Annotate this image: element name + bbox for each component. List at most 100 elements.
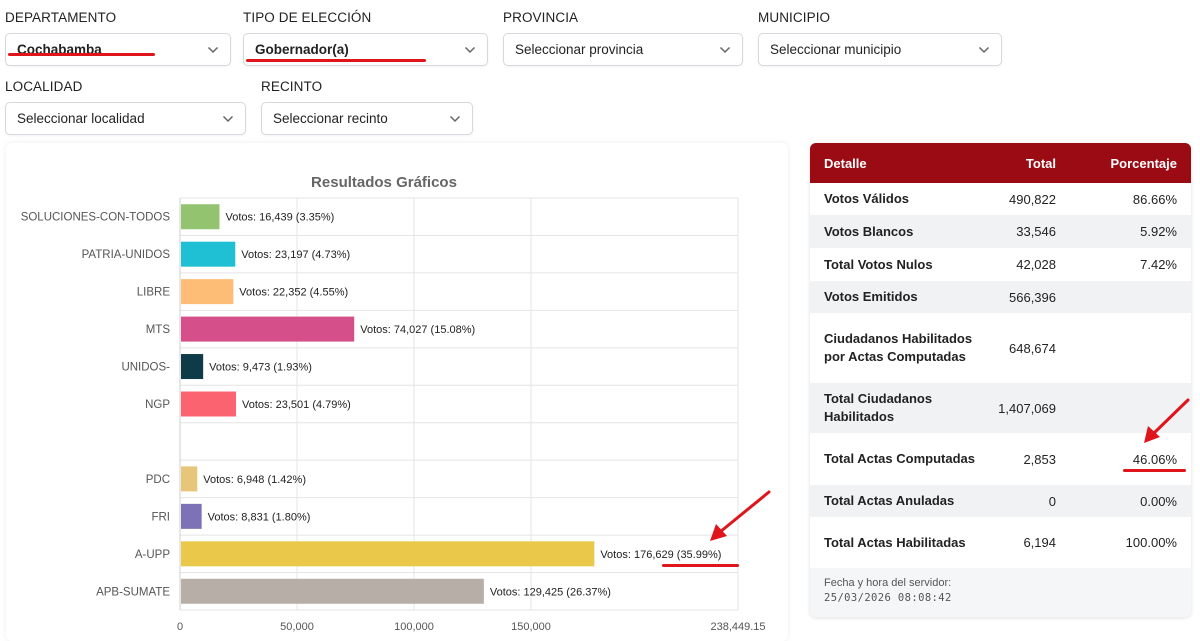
departamento-label: DEPARTAMENTO	[5, 10, 117, 25]
localidad-value: Seleccionar localidad	[17, 111, 145, 126]
server-time-block: Fecha y hora del servidor: 25/03/2026 08…	[824, 576, 952, 606]
row-detalle: Total Votos Nulos	[824, 256, 933, 272]
data-label: Votos: 129,425 (26.37%)	[490, 586, 611, 598]
results-table: Detalle Total Porcentaje Votos Válidos 4…	[810, 143, 1191, 568]
departamento-value: Cochabamba	[17, 42, 102, 57]
row-porcentaje: 7.42%	[1140, 257, 1177, 272]
bar	[181, 578, 484, 604]
departamento-select[interactable]: Cochabamba	[5, 33, 231, 66]
row-total: 0	[1048, 493, 1056, 509]
table-row: Votos Blancos 33,546 5.92%	[810, 215, 1191, 248]
row-total: 490,822	[1009, 191, 1056, 207]
y-tick-label: MTS	[146, 324, 171, 336]
data-label: Votos: 22,352 (4.55%)	[239, 287, 348, 299]
bar	[181, 391, 236, 417]
bar	[181, 354, 204, 380]
table-header-row: Detalle Total Porcentaje	[810, 143, 1191, 183]
data-label: Votos: 74,027 (15.08%)	[360, 324, 475, 336]
row-total: 566,396	[1009, 289, 1056, 305]
y-tick-label: UNIDOS-	[121, 362, 170, 374]
header-total: Total	[1025, 155, 1056, 171]
provincia-value: Seleccionar provincia	[515, 42, 644, 57]
chevron-down-icon	[449, 115, 461, 123]
results-table-card: Detalle Total Porcentaje Votos Válidos 4…	[810, 143, 1191, 617]
row-porcentaje: 86.66%	[1132, 191, 1177, 207]
row-porcentaje	[1070, 281, 1191, 313]
data-label: Votos: 23,501 (4.79%)	[242, 399, 351, 411]
localidad-label: LOCALIDAD	[5, 79, 83, 94]
recinto-label: RECINTO	[261, 79, 323, 94]
recinto-filter: RECINTO Seleccionar recinto	[261, 78, 473, 135]
chevron-down-icon	[222, 115, 234, 123]
chevron-down-icon	[978, 46, 990, 54]
row-total: 6,194	[1023, 535, 1056, 550]
x-tick-label: 150,000	[511, 621, 551, 633]
chevron-down-icon	[719, 46, 731, 54]
chevron-down-icon	[207, 46, 219, 54]
table-row: Votos Válidos 490,822 86.66%	[810, 183, 1191, 215]
localidad-filter: LOCALIDAD Seleccionar localidad	[5, 78, 246, 135]
y-tick-label: APB-SUMATE	[96, 586, 170, 598]
y-tick-label: FRI	[151, 511, 170, 523]
x-tick-label: 0	[177, 621, 183, 633]
municipio-filter: MUNICIPIO Seleccionar municipio	[758, 9, 1002, 66]
row-detalle: Ciudadanos Habilitados por Actas Computa…	[824, 331, 973, 364]
row-total: 33,546	[1016, 224, 1056, 239]
table-row: Ciudadanos Habilitados por Actas Computa…	[810, 313, 1191, 383]
row-detalle: Votos Válidos	[824, 191, 909, 206]
municipio-select[interactable]: Seleccionar municipio	[758, 33, 1002, 66]
row-total: 1,407,069	[998, 400, 1056, 416]
provincia-label: PROVINCIA	[503, 10, 579, 25]
bar	[181, 503, 202, 529]
tipo-eleccion-filter: TIPO DE ELECCIÓN Gobernador(a)	[243, 9, 488, 66]
bar	[181, 541, 595, 567]
row-porcentaje: 46.06%	[1132, 451, 1177, 467]
annotation-underline	[246, 59, 426, 62]
annotation-underline	[8, 53, 155, 56]
row-total: 648,674	[1009, 340, 1056, 356]
localidad-select[interactable]: Seleccionar localidad	[5, 102, 246, 135]
row-detalle: Votos Emitidos	[824, 289, 918, 304]
x-tick-label: 50,000	[280, 621, 314, 633]
bar	[181, 316, 355, 342]
server-time-value: 25/03/2026 08:08:42	[824, 592, 952, 604]
row-porcentaje: 100.00%	[1125, 535, 1177, 550]
municipio-label: MUNICIPIO	[758, 10, 831, 25]
tipo-eleccion-value: Gobernador(a)	[255, 42, 349, 57]
bar	[181, 241, 236, 267]
data-label: Votos: 6,948 (1.42%)	[203, 474, 306, 486]
data-label: Votos: 176,629 (35.99%)	[600, 549, 721, 561]
provincia-filter: PROVINCIA Seleccionar provincia	[503, 9, 743, 66]
row-detalle: Total Ciudadanos Habilitados	[824, 391, 933, 424]
server-time-label: Fecha y hora del servidor:	[824, 577, 952, 589]
row-detalle: Total Actas Computadas	[824, 451, 975, 466]
x-tick-label: 100,000	[394, 621, 434, 633]
bar	[181, 204, 220, 230]
bar	[181, 466, 198, 492]
row-total: 42,028	[1016, 257, 1056, 272]
y-tick-label: PDC	[146, 474, 170, 486]
data-label: Votos: 16,439 (3.35%)	[225, 212, 334, 224]
municipio-value: Seleccionar municipio	[770, 42, 902, 57]
tipo-eleccion-label: TIPO DE ELECCIÓN	[243, 10, 372, 25]
row-detalle: Votos Blancos	[824, 223, 914, 239]
departamento-filter: DEPARTAMENTO Cochabamba	[5, 9, 231, 66]
recinto-value: Seleccionar recinto	[273, 111, 388, 126]
table-row: Total Actas Anuladas 0 0.00%	[810, 485, 1191, 517]
header-detalle: Detalle	[824, 155, 867, 171]
table-row: Total Ciudadanos Habilitados 1,407,069	[810, 383, 1191, 433]
results-bar-chart: Resultados Gráficos 0 50,000 100,000 150,000…	[21, 174, 766, 633]
row-porcentaje	[1070, 313, 1191, 383]
chevron-down-icon	[464, 46, 476, 54]
provincia-select[interactable]: Seleccionar provincia	[503, 33, 743, 66]
table-row: Total Actas Habilitadas 6,194 100.00%	[810, 517, 1191, 568]
y-tick-label: NGP	[145, 399, 170, 411]
data-label: Votos: 23,197 (4.73%)	[241, 249, 350, 261]
header-porcentaje: Porcentaje	[1110, 155, 1177, 171]
data-label: Votos: 8,831 (1.80%)	[208, 511, 311, 523]
recinto-select[interactable]: Seleccionar recinto	[261, 102, 473, 135]
annotation-underline	[1123, 469, 1186, 472]
row-porcentaje	[1070, 383, 1191, 433]
data-label: Votos: 9,473 (1.93%)	[209, 362, 312, 374]
table-row: Votos Emitidos 566,396	[810, 281, 1191, 313]
